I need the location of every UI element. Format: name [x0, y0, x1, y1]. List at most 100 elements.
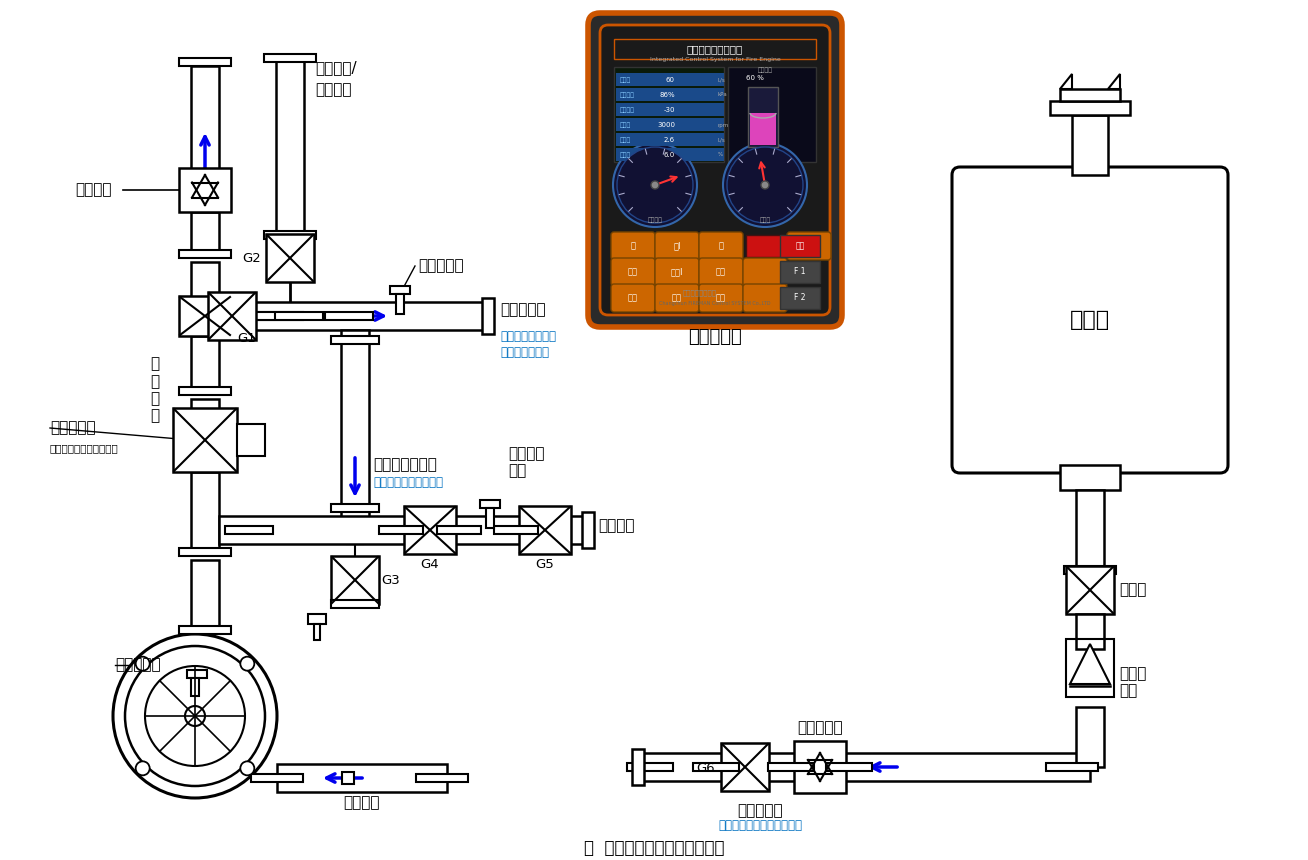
Circle shape — [651, 181, 659, 189]
Text: （接泡沫混合器出口）: （接泡沫混合器出口） — [373, 476, 443, 488]
Bar — [179, 548, 232, 556]
Text: G3: G3 — [381, 574, 400, 587]
Bar — [616, 118, 725, 131]
Text: 泡沫罐: 泡沫罐 — [1070, 310, 1110, 330]
Text: 泡沫: 泡沫 — [715, 267, 726, 277]
Bar — [237, 424, 266, 456]
FancyBboxPatch shape — [655, 284, 698, 312]
Text: 起阀: 起阀 — [672, 293, 681, 303]
Text: （用于准确调节水流量）: （用于准确调节水流量） — [50, 443, 119, 453]
Bar — [1059, 465, 1120, 490]
Text: 水: 水 — [718, 242, 723, 250]
Circle shape — [723, 143, 807, 227]
Bar — [780, 235, 820, 257]
Bar — [616, 88, 725, 101]
Circle shape — [145, 666, 245, 766]
Bar — [191, 472, 218, 552]
Circle shape — [136, 657, 149, 671]
Circle shape — [126, 646, 266, 786]
Bar — [218, 516, 590, 544]
Bar — [1063, 566, 1116, 574]
Bar — [794, 741, 846, 793]
Bar — [276, 55, 303, 240]
FancyBboxPatch shape — [600, 25, 831, 315]
Text: 3000: 3000 — [657, 122, 675, 128]
Bar — [341, 772, 354, 784]
Bar — [616, 148, 725, 161]
FancyBboxPatch shape — [743, 258, 787, 286]
Bar — [191, 262, 218, 312]
Text: F 2: F 2 — [794, 293, 806, 303]
Bar — [275, 312, 323, 320]
Bar — [187, 670, 207, 678]
Bar — [179, 626, 232, 634]
Bar — [437, 526, 481, 534]
Bar — [277, 764, 447, 792]
Bar — [404, 506, 456, 554]
Circle shape — [112, 634, 277, 798]
Bar — [616, 73, 725, 86]
Text: 电源: 电源 — [795, 242, 804, 250]
Text: 泡沫量: 泡沫量 — [620, 138, 632, 143]
Bar — [390, 286, 409, 294]
Bar — [179, 296, 232, 336]
Bar — [191, 678, 199, 696]
Text: 泡沫液出口: 泡沫液出口 — [738, 803, 782, 818]
Text: 压力传感器: 压力传感器 — [115, 658, 161, 673]
Bar — [483, 298, 494, 334]
Text: 出
水
管
路: 出 水 管 路 — [150, 356, 160, 424]
FancyBboxPatch shape — [611, 284, 655, 312]
Text: 泵转速: 泵转速 — [620, 122, 632, 128]
Bar — [251, 774, 303, 782]
Text: 帮助: 帮助 — [715, 293, 726, 303]
Text: Changchun FIREMAN Control SYSTEM Co.,LTD: Changchun FIREMAN Control SYSTEM Co.,LTD — [659, 300, 770, 305]
Text: 压力水罐: 压力水罐 — [315, 83, 352, 97]
Bar — [379, 526, 422, 534]
Bar — [616, 133, 725, 146]
Text: G2: G2 — [242, 251, 262, 265]
Circle shape — [184, 706, 205, 726]
Text: 泡沫混合液入口: 泡沫混合液入口 — [373, 458, 437, 472]
Bar — [266, 234, 314, 282]
Text: G1: G1 — [237, 331, 256, 345]
Bar — [191, 66, 218, 176]
FancyBboxPatch shape — [611, 258, 655, 286]
Text: （接泡沫混合器工: （接泡沫混合器工 — [500, 330, 556, 343]
Bar — [331, 336, 379, 344]
Text: 60: 60 — [666, 77, 675, 83]
Bar — [1066, 639, 1114, 697]
Text: （接泡沫混合器泡沫入口）: （接泡沫混合器泡沫入口） — [718, 819, 802, 832]
Bar — [613, 39, 816, 59]
Circle shape — [241, 761, 254, 776]
Text: 水流量计: 水流量计 — [75, 182, 111, 198]
Bar — [780, 287, 820, 309]
Circle shape — [761, 181, 769, 189]
Bar — [225, 312, 273, 320]
FancyBboxPatch shape — [698, 284, 743, 312]
Bar — [416, 774, 468, 782]
FancyBboxPatch shape — [589, 13, 842, 327]
FancyBboxPatch shape — [611, 232, 655, 260]
FancyBboxPatch shape — [952, 167, 1228, 473]
Text: 86%: 86% — [659, 92, 675, 98]
Bar — [746, 235, 783, 257]
Bar — [179, 387, 232, 395]
Bar — [255, 312, 303, 320]
Text: 2.6: 2.6 — [664, 137, 675, 143]
Bar — [640, 753, 1090, 781]
Text: 压力传感器: 压力传感器 — [419, 259, 463, 273]
Bar — [208, 292, 256, 340]
Text: rpm: rpm — [718, 122, 730, 127]
Text: %: % — [718, 152, 723, 157]
Text: G4: G4 — [421, 558, 439, 571]
FancyBboxPatch shape — [698, 232, 743, 260]
Bar — [314, 624, 320, 640]
Text: 压力水出口: 压力水出口 — [500, 303, 545, 317]
Circle shape — [613, 143, 697, 227]
Text: L/s: L/s — [718, 138, 726, 143]
Bar — [1050, 101, 1130, 115]
Bar — [191, 560, 218, 630]
Circle shape — [241, 657, 254, 671]
Bar — [179, 250, 232, 258]
Bar — [721, 743, 769, 791]
